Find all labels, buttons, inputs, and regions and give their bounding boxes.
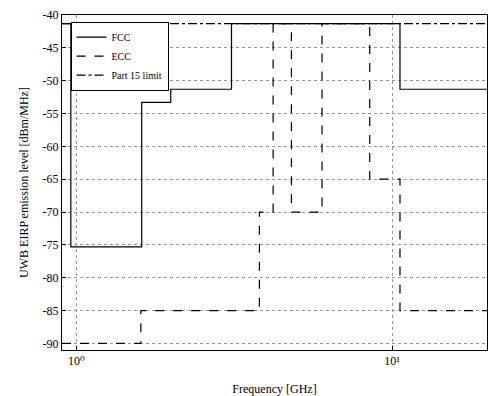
svg-text:-55: -55 [43,107,59,121]
svg-text:-80: -80 [43,271,59,285]
svg-text:-75: -75 [43,238,59,252]
svg-text:Part 15 limit: Part 15 limit [112,70,162,81]
svg-text:UWB EIRP emission level [dBm/M: UWB EIRP emission level [dBm/MHz] [17,87,31,278]
svg-text:-40: -40 [43,8,59,22]
svg-text:-65: -65 [43,172,59,186]
svg-text:-45: -45 [43,41,59,55]
svg-text:-70: -70 [43,205,59,219]
svg-text:ECC: ECC [112,51,132,62]
svg-text:-85: -85 [43,304,59,318]
svg-text:-60: -60 [43,140,59,154]
svg-text:10⁰: 10⁰ [68,354,85,368]
svg-text:10¹: 10¹ [384,354,400,368]
svg-text:Frequency [GHz]: Frequency [GHz] [232,382,316,396]
svg-text:-90: -90 [43,337,59,351]
svg-text:FCC: FCC [112,32,131,43]
svg-text:-50: -50 [43,74,59,88]
